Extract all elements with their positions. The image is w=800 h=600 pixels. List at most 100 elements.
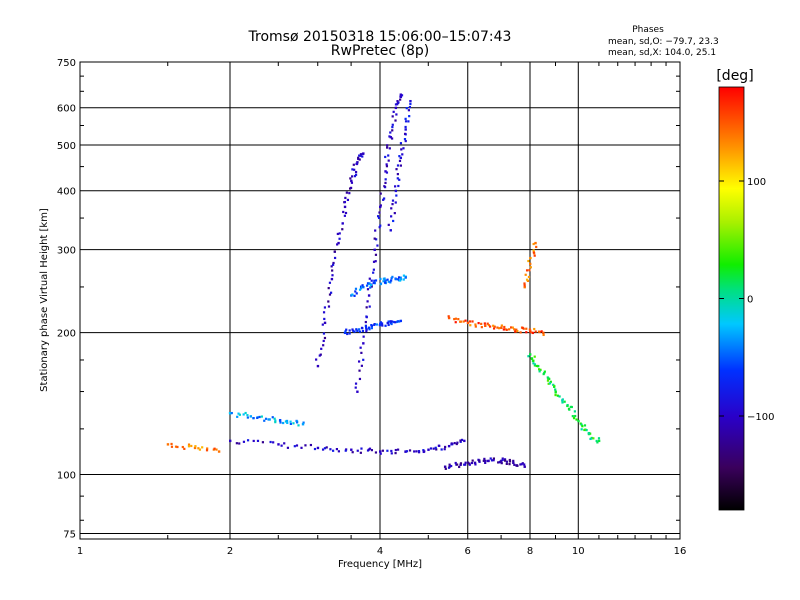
data-point	[344, 196, 347, 200]
data-point	[386, 449, 389, 452]
data-point	[524, 273, 527, 276]
data-point	[492, 457, 496, 460]
y-tick-label: 75	[63, 529, 76, 540]
data-point	[378, 226, 381, 229]
data-point	[389, 131, 392, 134]
data-point	[391, 125, 394, 129]
data-point	[376, 215, 380, 218]
data-point	[249, 415, 253, 418]
data-point	[394, 103, 398, 106]
data-point	[489, 325, 492, 328]
data-point	[279, 421, 282, 424]
data-point	[365, 328, 368, 331]
data-point	[388, 135, 391, 138]
data-point	[346, 332, 349, 336]
data-point	[379, 282, 383, 285]
x-tick-label: 10	[572, 546, 585, 557]
data-point	[533, 254, 536, 257]
data-point	[386, 146, 389, 149]
data-point	[258, 415, 261, 419]
data-point	[396, 320, 399, 323]
data-point	[238, 442, 241, 445]
data-point	[379, 192, 382, 195]
data-point	[286, 446, 290, 449]
data-point	[170, 445, 174, 448]
data-point	[500, 324, 503, 327]
data-point	[166, 443, 170, 446]
x-tick-label: 8	[527, 546, 533, 557]
data-point	[349, 186, 353, 189]
data-point	[351, 293, 354, 296]
data-point	[490, 459, 494, 462]
data-point	[399, 142, 403, 145]
data-point	[286, 421, 289, 425]
data-point	[448, 463, 451, 466]
data-point	[345, 448, 348, 451]
data-point	[501, 457, 504, 460]
data-point	[399, 93, 403, 96]
data-point	[385, 163, 388, 166]
data-point	[187, 443, 191, 446]
data-point	[373, 323, 376, 326]
data-point	[529, 262, 532, 266]
data-point	[321, 323, 324, 326]
data-point	[546, 379, 550, 382]
scatter-points	[166, 93, 601, 470]
data-point	[390, 215, 393, 218]
data-point	[440, 448, 443, 451]
data-point	[533, 363, 537, 366]
data-point	[367, 448, 371, 451]
data-point	[398, 155, 401, 158]
data-point	[313, 447, 317, 451]
data-point	[337, 241, 340, 245]
data-point	[316, 364, 320, 368]
data-point	[396, 177, 399, 180]
data-point	[215, 448, 218, 451]
data-point	[384, 279, 387, 282]
data-point	[272, 441, 275, 444]
data-point	[365, 315, 368, 318]
data-point	[500, 459, 503, 463]
data-point	[532, 251, 535, 254]
data-point	[322, 339, 325, 343]
data-point	[372, 260, 376, 263]
data-point	[356, 161, 359, 164]
data-point	[394, 189, 398, 193]
data-point	[468, 462, 471, 465]
data-point	[362, 152, 365, 155]
data-point	[372, 271, 375, 274]
data-point	[459, 440, 462, 443]
data-point	[408, 449, 412, 452]
data-point	[346, 198, 350, 202]
data-point	[174, 445, 178, 448]
data-point	[469, 324, 472, 327]
data-point	[379, 204, 382, 207]
data-point	[535, 245, 538, 249]
data-point	[527, 259, 530, 263]
data-point	[583, 424, 587, 427]
data-point	[399, 98, 402, 101]
data-point	[395, 194, 398, 197]
data-point	[531, 331, 535, 335]
data-point	[379, 277, 382, 281]
data-point	[345, 328, 348, 331]
data-point	[404, 450, 407, 453]
data-point	[542, 372, 545, 376]
grid	[80, 62, 680, 539]
data-point	[580, 428, 583, 431]
data-point	[427, 448, 430, 451]
data-point	[343, 200, 347, 204]
data-point	[350, 179, 353, 183]
data-point	[492, 324, 495, 327]
data-point	[348, 332, 351, 335]
data-point	[194, 445, 197, 448]
data-point	[292, 422, 295, 425]
data-point	[352, 329, 355, 332]
data-point	[365, 330, 368, 333]
data-point	[331, 263, 335, 266]
data-point	[338, 237, 341, 240]
data-point	[540, 330, 543, 333]
data-point	[401, 153, 404, 156]
data-point	[404, 117, 407, 120]
data-point	[459, 462, 463, 465]
